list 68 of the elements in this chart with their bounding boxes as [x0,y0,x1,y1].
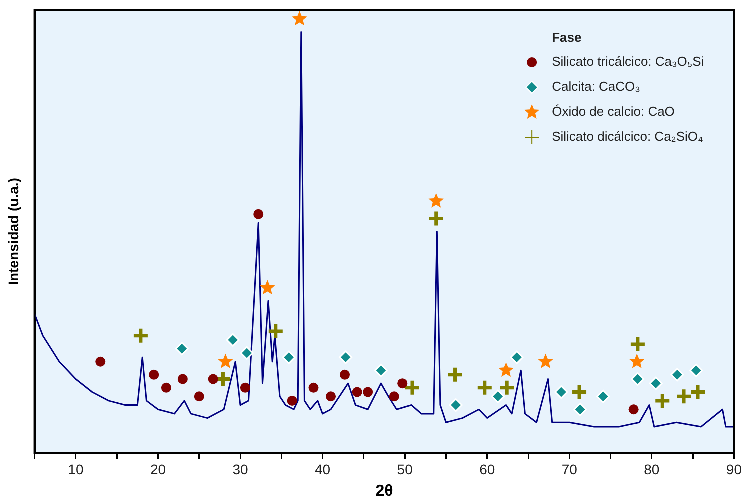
point [282,350,296,364]
point [352,387,362,398]
point [287,396,298,406]
point [498,379,516,397]
point [374,364,388,378]
point [389,392,400,402]
point [363,387,374,398]
point [491,390,505,404]
point [428,210,446,228]
point [254,209,264,220]
point [240,382,250,393]
point [629,336,647,354]
point [398,378,408,389]
y-axis-title: Intensidad (u.a.) [5,178,22,286]
x-tick-label: 70 [562,461,578,478]
point [675,388,693,406]
point [654,392,672,410]
point [132,327,150,345]
point [240,346,254,360]
point [208,374,218,384]
point [510,350,524,364]
x-tick-label: 80 [644,461,660,478]
point [267,322,285,340]
point [446,366,464,384]
point [326,392,336,402]
point [292,11,308,26]
x-tick-label: 60 [480,461,496,478]
point [218,354,234,368]
point [498,362,514,378]
point [194,392,204,402]
point [449,398,463,412]
point [226,333,240,347]
x-tick-label: 90 [726,461,742,478]
point [649,376,663,390]
point [428,193,444,208]
x-tick-label: 30 [232,461,249,478]
x-tick-label: 10 [68,461,84,478]
x-tick-label: 50 [397,461,414,478]
point [574,402,588,416]
legend-label: Calcita: CaCO₃ [552,79,640,94]
legend-label: Silicato tricálcico: Ca₃O₅Si [552,54,704,70]
point [149,370,160,380]
point [404,379,422,397]
point [308,382,319,393]
x-axis-title: 2θ [376,482,394,500]
point [689,384,707,402]
point [175,342,189,356]
point [260,280,276,295]
legend-label: Óxido de calcio: CaO [552,104,675,120]
point [631,372,645,386]
point [476,379,494,397]
legend-title: Fase [552,30,582,46]
point [690,364,704,378]
x-tick-label: 20 [150,461,166,478]
x-tick-label: 40 [315,461,331,478]
point [570,384,588,402]
legend-label: Silicato dicálcico: Ca₂SiO₄ [552,129,704,144]
point [670,368,684,382]
point [161,382,172,393]
point [340,370,350,380]
point [339,350,353,364]
point [630,354,645,368]
point [96,356,106,367]
point [178,374,188,384]
point [538,354,554,368]
point [596,390,610,404]
point [554,386,568,400]
point [628,404,639,415]
